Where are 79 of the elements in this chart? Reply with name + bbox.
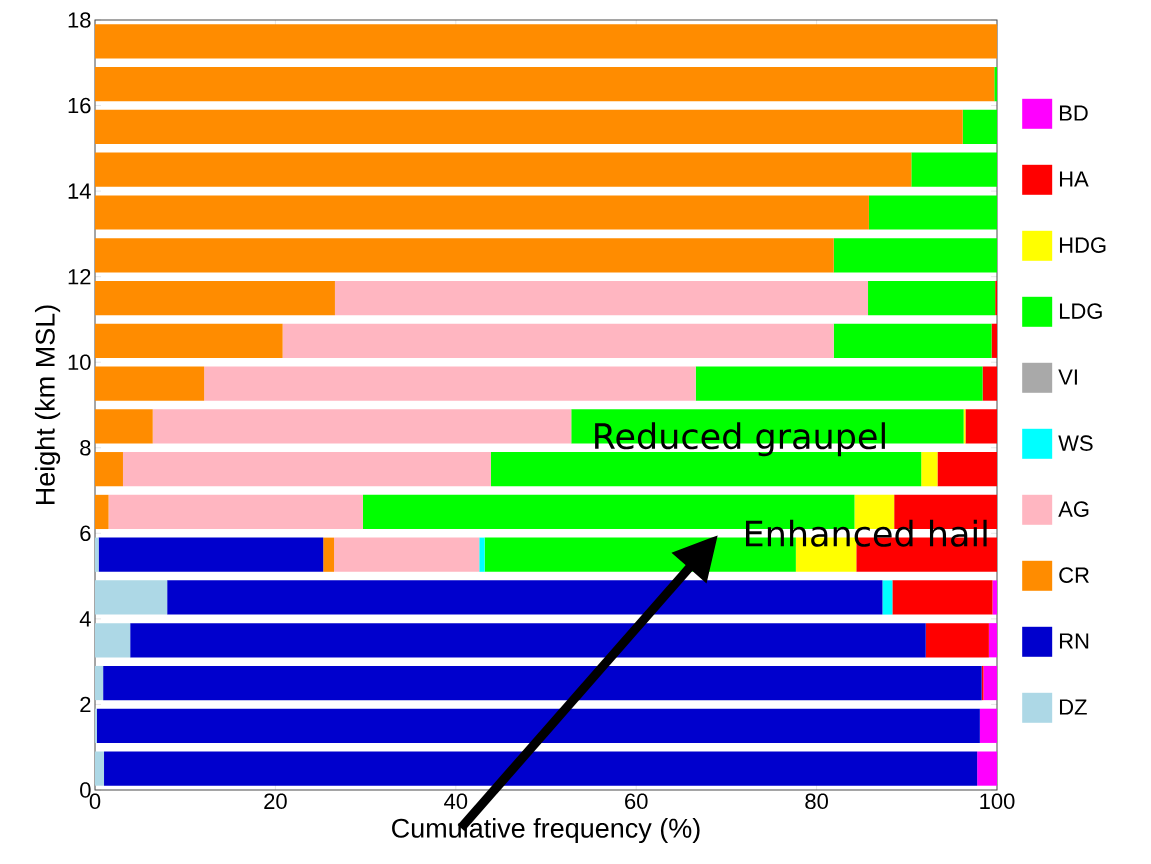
bar [95,623,131,658]
y-tick-label: 0 [80,782,91,798]
y-tick-label: 6 [80,525,91,542]
bar [103,665,982,701]
bar [95,494,109,530]
bar [122,452,491,487]
x-tick-label: 60 [625,793,648,810]
bar [988,623,997,658]
bar [204,366,696,401]
bar [833,238,997,273]
legend-label: AG [1058,501,1089,517]
bar [921,452,938,487]
bar [992,580,997,615]
bar [108,494,363,530]
bar [152,409,572,444]
bar [95,366,205,401]
bar [95,238,834,273]
bar [334,280,869,316]
bar [833,323,992,358]
legend-label: RN [1059,633,1089,649]
y-tick-label: 18 [68,12,91,28]
bar [95,323,283,358]
bar [979,708,997,743]
bar [95,665,104,701]
y-tick-label: 4 [79,611,91,627]
bar [911,152,997,187]
bar [983,665,997,701]
bar [695,366,983,401]
bar [95,152,912,187]
bar [95,452,123,487]
bar [882,580,893,615]
bar [994,67,997,102]
bar [96,708,980,743]
x-tick-label: 40 [444,793,468,810]
bar [282,323,834,358]
x-tick-label: 20 [264,793,287,810]
y-tick-label: 8 [80,439,91,456]
bar [892,580,993,615]
bar [95,409,153,444]
y-tick-label: 10 [68,354,91,370]
bar [868,195,997,230]
bar [95,67,995,102]
bar [95,280,335,316]
bar [98,537,324,572]
bar [167,580,883,615]
y-tick-label: 2 [80,696,91,713]
y-tick-label: 16 [68,97,91,114]
bar [982,366,997,401]
bar [95,751,105,786]
bar [334,537,480,572]
bar [95,537,99,572]
legend-label: WS [1058,435,1093,451]
bar [868,280,996,316]
bar [104,751,978,786]
bar [479,537,485,572]
x-tick-label: 80 [805,793,828,810]
bar [965,409,997,444]
legend-label: DZ [1059,699,1087,715]
bar [130,623,926,658]
legend-label: HA [1059,171,1089,187]
bar [925,623,989,658]
legend-label: VI [1058,369,1077,385]
legend-label: LDG [1059,303,1102,319]
legend-label: CR [1059,567,1089,583]
bar [977,751,997,786]
legend-label: HDG [1059,237,1106,253]
bar [95,24,997,59]
x-tick-label: 100 [980,793,1015,810]
bar [95,580,168,615]
legend-label: BD [1059,105,1088,121]
bar [937,452,997,487]
y-axis-title: Height (km MSL) [34,305,61,505]
bar [95,195,869,230]
y-tick-label: 12 [68,268,91,285]
bar [323,537,335,572]
bar [962,109,997,145]
y-tick-label: 14 [68,183,91,199]
bar [991,323,997,358]
bar [95,109,963,145]
